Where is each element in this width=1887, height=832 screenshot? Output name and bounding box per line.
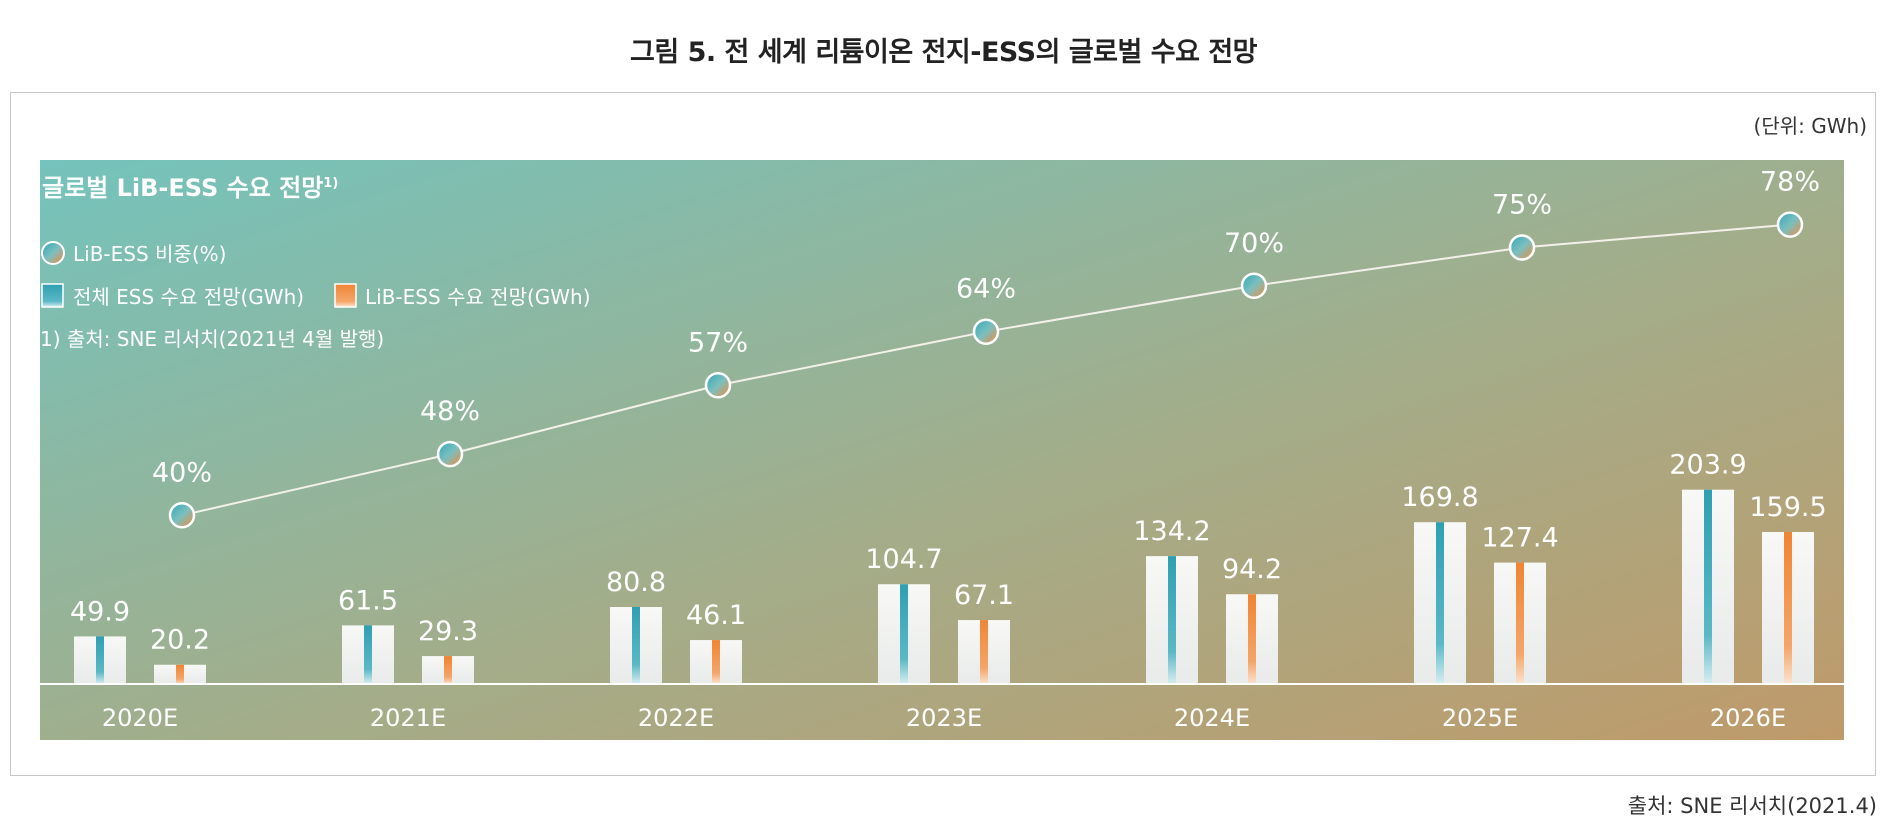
legend-label-line: LiB-ESS 비중(%) (73, 242, 226, 266)
bar-lib-stripe (1784, 531, 1792, 684)
bar-total-2022E (610, 606, 662, 684)
bar-total-stripe (1436, 522, 1444, 684)
bar-lib-stripe (1516, 562, 1524, 684)
figure-frame (10, 92, 1876, 776)
bar-lib-2020E (154, 664, 206, 684)
bar-lib-stripe (444, 656, 452, 684)
bar-label-lib-2026E: 159.5 (1749, 492, 1826, 523)
share-label-2025E: 75% (1492, 190, 1552, 221)
bar-lib-stripe (176, 664, 184, 684)
chart-title-superscript: 1) (323, 176, 338, 191)
bar-lib-2023E (958, 620, 1010, 684)
bar-label-total-2026E: 203.9 (1669, 450, 1746, 481)
share-point-2023E (972, 318, 1000, 345)
source-note: 출처: SNE 리서치(2021.4) (1627, 794, 1877, 818)
bar-label-lib-2021E: 29.3 (418, 616, 478, 647)
bar-label-lib-2022E: 46.1 (686, 600, 746, 631)
bar-label-lib-2024E: 94.2 (1222, 554, 1282, 585)
bar-total-2026E (1682, 489, 1734, 684)
share-label-2023E: 64% (956, 274, 1016, 305)
bar-total-2025E (1414, 522, 1466, 684)
bar-total-2024E (1146, 556, 1198, 684)
share-point-2025E (1508, 234, 1536, 261)
x-tick-label-2026E: 2026E (1710, 704, 1786, 732)
x-tick-label-2022E: 2022E (638, 704, 714, 732)
bar-total-2023E (878, 584, 930, 684)
bar-lib-2022E (690, 640, 742, 684)
legend-label-total: 전체 ESS 수요 전망(GWh) (73, 285, 304, 309)
share-point-2022E (704, 372, 732, 399)
bar-lib-stripe (712, 640, 720, 684)
bar-label-total-2025E: 169.8 (1401, 482, 1478, 513)
bar-lib-2025E (1494, 562, 1546, 684)
bar-label-total-2024E: 134.2 (1133, 516, 1210, 547)
share-label-2021E: 48% (420, 396, 480, 427)
bar-total-stripe (1168, 556, 1176, 684)
bar-lib-2021E (422, 656, 474, 684)
figure-title: 그림 5. 전 세계 리튬이온 전지-ESS의 글로벌 수요 전망 (629, 37, 1258, 68)
bar-label-total-2023E: 104.7 (865, 544, 942, 575)
x-tick-label-2023E: 2023E (906, 704, 982, 732)
bar-label-lib-2020E: 20.2 (150, 625, 210, 656)
x-tick-label-2021E: 2021E (370, 704, 446, 732)
x-tick-label-2020E: 2020E (102, 704, 178, 732)
legend-total-swatch (41, 283, 64, 308)
bar-total-stripe (1704, 489, 1712, 684)
bars: 49.9 20.2 61.5 29.3 80.8 46.1 104.7 67.1 134.2 94… (70, 450, 1827, 684)
bar-total-2021E (342, 625, 394, 684)
chart: 글로벌 LiB-ESS 수요 전망1) LiB-ESS 비중(%) 전체 ESS… (40, 160, 1844, 740)
x-tick-label-2025E: 2025E (1442, 704, 1518, 732)
bar-total-stripe (900, 584, 908, 684)
x-tick-label-2024E: 2024E (1174, 704, 1250, 732)
legend-label-lib: LiB-ESS 수요 전망(GWh) (365, 285, 591, 309)
share-point-2026E (1776, 211, 1804, 238)
share-label-2022E: 57% (688, 327, 748, 358)
share-point-2024E (1240, 272, 1268, 300)
share-line: 40% 48% 57% 64% 70% 75% 78% (152, 167, 1820, 529)
bar-label-total-2022E: 80.8 (606, 567, 666, 598)
bar-lib-stripe (980, 620, 988, 684)
share-point-2021E (436, 440, 464, 468)
bar-total-stripe (96, 636, 104, 684)
chart-title: 글로벌 LiB-ESS 수요 전망1) (42, 174, 338, 202)
bar-lib-2026E (1762, 531, 1814, 684)
chart-background (40, 160, 1844, 740)
x-axis-labels: 2020E 2021E 2022E 2023E 2024E 2025E 2026E (102, 704, 1786, 732)
share-label-2020E: 40% (152, 457, 212, 488)
bar-total-stripe (364, 625, 372, 684)
share-label-2024E: 70% (1224, 228, 1284, 259)
bar-lib-stripe (1248, 594, 1256, 684)
share-point-2020E (168, 502, 196, 529)
legend-line-marker (41, 241, 65, 265)
legend-lib-swatch (334, 283, 357, 308)
bar-total-stripe (632, 606, 640, 684)
bar-label-total-2020E: 49.9 (70, 596, 130, 627)
bar-total-2020E (74, 636, 126, 684)
bar-lib-2024E (1226, 594, 1278, 684)
share-label-2026E: 78% (1760, 167, 1820, 198)
legend: LiB-ESS 비중(%) 전체 ESS 수요 전망(GWh) LiB-ESS … (40, 241, 591, 351)
bar-label-lib-2025E: 127.4 (1481, 523, 1558, 554)
bar-label-total-2021E: 61.5 (338, 585, 398, 616)
chart-footnote: 1) 출처: SNE 리서치(2021년 4월 발행) (40, 327, 384, 351)
bar-label-lib-2023E: 67.1 (954, 580, 1014, 611)
unit-label: (단위: GWh) (1753, 114, 1867, 138)
